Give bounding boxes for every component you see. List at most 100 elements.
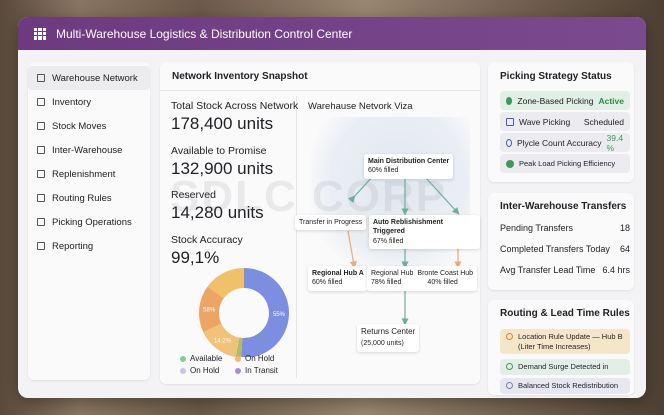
card-title: Picking Strategy Status bbox=[500, 71, 612, 82]
chart-legend: Available On Hold On Hold In Transit bbox=[180, 354, 290, 375]
donut-segment bbox=[235, 337, 243, 357]
metric-label: Total Stock Across Network bbox=[171, 100, 299, 112]
picking-icon bbox=[37, 218, 45, 226]
sidebar-item-label: Warehouse Network bbox=[52, 72, 138, 84]
legend-label: Available bbox=[190, 354, 223, 363]
legend-label: On Hold bbox=[190, 366, 220, 375]
sidebar-item-stock-moves[interactable]: Stock Moves bbox=[28, 114, 150, 138]
legend-item: On Hold bbox=[180, 366, 235, 375]
legend-item: In Transit bbox=[235, 366, 290, 375]
sidebar-item-warehouse-network[interactable]: Warehouse Network bbox=[28, 66, 150, 90]
legend-item: On Hold bbox=[235, 354, 290, 363]
routing-rule-row[interactable]: Location Rule Update — Hub B (Liter Time … bbox=[500, 329, 630, 354]
watermark: SDLC CORP bbox=[170, 172, 448, 221]
stock-accuracy-donut: 55% 14.2% 58% bbox=[199, 268, 289, 357]
sidebar-item-picking-operations[interactable]: Picking Operations bbox=[28, 210, 150, 234]
transfer-row: Pending Transfers 18 bbox=[500, 223, 630, 233]
sidebar-item-reporting[interactable]: Reporting bbox=[28, 234, 150, 258]
circle-icon bbox=[506, 363, 513, 370]
node-regional-hub-a[interactable]: Regional Hub A 60% filled bbox=[308, 266, 368, 291]
sidebar-item-label: Picking Operations bbox=[52, 216, 132, 228]
replenishment-icon bbox=[37, 170, 45, 178]
shield-icon bbox=[506, 138, 512, 147]
routing-rules-card: Routing & Lead Time Rules Location Rule … bbox=[488, 300, 634, 395]
node-bronte-coast-hub[interactable]: Bronte Coast Hub 40% filled bbox=[417, 270, 474, 287]
metric-value: 14,280 units bbox=[171, 203, 264, 222]
row-value: 18 bbox=[619, 223, 630, 233]
transfer-row: Avg Transfer Lead Time 6.4 hrs bbox=[500, 265, 630, 275]
network-inventory-panel: Network Inventory Snapshot Total Stock A… bbox=[160, 62, 480, 384]
app-title: Multi-Warehouse Logistics & Distribution… bbox=[56, 26, 353, 41]
node-regional-hub[interactable]: Regional Hub 78% filled bbox=[371, 270, 414, 287]
node-auto-replenishment[interactable]: Auto Reblishishment Triggered 67% filled bbox=[369, 215, 480, 250]
metric-label: Available to Promise bbox=[171, 145, 267, 157]
sidebar-item-replenishment[interactable]: Replenishment bbox=[28, 162, 150, 186]
divider bbox=[160, 90, 480, 91]
network-title: Warehause Netvork Viza bbox=[308, 101, 413, 112]
rule-label: Demand Surge Detected in bbox=[518, 362, 609, 371]
sidebar-item-label: Replenishment bbox=[52, 168, 116, 180]
donut-segment bbox=[241, 268, 289, 357]
row-label: Completed Transfers Today bbox=[500, 244, 610, 254]
picking-row[interactable]: Wave Picking Scheduled bbox=[500, 112, 630, 131]
card-title: Inter-Warehouse Transfers bbox=[500, 201, 627, 212]
row-label: Plycle Count Accuracy bbox=[516, 137, 602, 148]
warning-icon bbox=[506, 333, 513, 340]
rule-text: Demand Surge Detected in bbox=[518, 362, 608, 372]
routing-icon bbox=[37, 194, 45, 202]
donut-segment bbox=[203, 323, 240, 357]
row-value: 6.4 hrs bbox=[602, 265, 630, 275]
picking-row[interactable]: Zone-Based Picking Active bbox=[500, 91, 630, 110]
node-returns-center[interactable]: Returns Center (25,000 units) bbox=[357, 324, 420, 352]
legend-label: In Transit bbox=[245, 366, 278, 375]
row-label: Peak Load Picking Efficiency bbox=[519, 159, 616, 168]
sidebar-item-label: Reporting bbox=[52, 240, 94, 252]
node-main-distribution-center[interactable]: Main Distribution Center 60% filled bbox=[364, 154, 454, 179]
metric-value: 99,1% bbox=[171, 248, 220, 267]
legend-item: Available bbox=[180, 354, 235, 363]
app-window: Multi-Warehouse Logistics & Distribution… bbox=[18, 17, 646, 398]
donut-segment bbox=[207, 268, 244, 299]
sidebar-item-inventory[interactable]: Inventory bbox=[28, 90, 150, 114]
routing-rule-row[interactable]: Balanced Stock Redistribution bbox=[500, 378, 630, 394]
sidebar: Warehouse Network Inventory Stock Moves Int… bbox=[28, 62, 150, 380]
row-value: Scheduled bbox=[583, 116, 624, 127]
row-label: Avg Transfer Lead Time bbox=[500, 265, 596, 275]
node-transfer-in-progress[interactable]: Transfer in Progress bbox=[295, 215, 367, 231]
arrow bbox=[347, 230, 357, 269]
routing-rule-row[interactable]: Demand Surge Detected in bbox=[500, 359, 630, 375]
card-title: Routing & Lead Time Rules bbox=[500, 308, 630, 319]
metric-label: Reserved bbox=[171, 189, 216, 201]
row-value: Active bbox=[598, 95, 624, 106]
metric-label: Stock Accuracy bbox=[171, 234, 243, 246]
sidebar-item-routing-rules[interactable]: Routing Rules bbox=[28, 186, 150, 210]
rule-label: Location Rule Update — Hub B bbox=[518, 332, 623, 341]
inter-warehouse-transfers-card: Inter-Warehouse Transfers Pending Transf… bbox=[488, 193, 634, 290]
header: Multi-Warehouse Logistics & Distribution… bbox=[18, 17, 646, 50]
donut-segment bbox=[199, 286, 224, 333]
stock-moves-icon bbox=[37, 122, 45, 130]
divider bbox=[296, 96, 297, 378]
metric-value: 132,900 units bbox=[171, 159, 274, 178]
legend-swatch bbox=[235, 355, 241, 362]
picking-row[interactable]: Peak Load Picking Efficiency bbox=[500, 154, 630, 173]
transfer-list-icon bbox=[37, 146, 45, 154]
sidebar-item-label: Inter-Warehouse bbox=[52, 144, 123, 156]
panel-title: Network Inventory Snapshot bbox=[172, 71, 308, 82]
node-regional-hubs[interactable]: Regional Hub 78% filled Bronte Coast Hub 4… bbox=[367, 266, 478, 291]
row-label: Pending Transfers bbox=[500, 223, 574, 233]
clock-icon bbox=[506, 382, 513, 389]
network-grid-icon bbox=[37, 74, 45, 82]
picking-row[interactable]: Plycle Count Accuracy 39.4 % bbox=[500, 133, 630, 153]
sidebar-item-label: Routing Rules bbox=[52, 192, 112, 204]
grid-icon[interactable] bbox=[34, 27, 46, 40]
sidebar-item-inter-warehouse[interactable]: Inter-Warehouse bbox=[28, 138, 150, 162]
legend-swatch bbox=[235, 367, 241, 374]
row-label: Zone-Based Picking bbox=[517, 95, 594, 106]
donut-label: 58% bbox=[203, 308, 216, 314]
rule-text: Location Rule Update — Hub B (Liter Time … bbox=[518, 332, 623, 352]
row-value: 64 bbox=[619, 244, 630, 254]
legend-label: On Hold bbox=[245, 354, 275, 363]
rule-text: Balanced Stock Redistribution bbox=[518, 381, 618, 391]
sidebar-item-label: Stock Moves bbox=[52, 120, 107, 132]
